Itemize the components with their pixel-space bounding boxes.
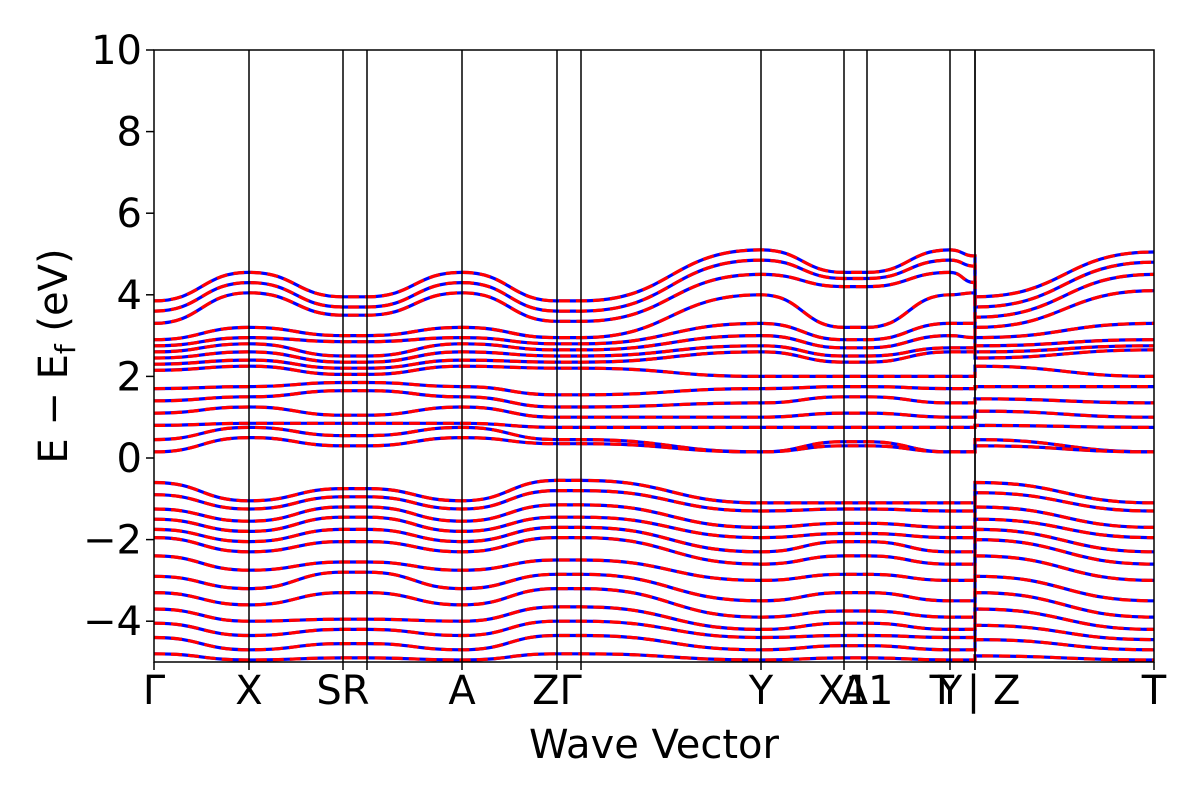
x-tick-label: Γ bbox=[143, 668, 166, 714]
x-axis-label: Wave Vector bbox=[529, 722, 780, 768]
plot-frame bbox=[153, 49, 1155, 663]
x-tick-label: Y bbox=[937, 668, 963, 714]
y-tick-label: 8 bbox=[117, 110, 142, 156]
x-tick-label: T | Z bbox=[929, 668, 1021, 714]
x-tick-label: A bbox=[448, 668, 476, 714]
y-axis-ticks: −4 −2 0 2 4 6 8 10 bbox=[83, 28, 154, 645]
y-tick-label: 4 bbox=[117, 273, 142, 319]
bands-layer bbox=[154, 248, 1154, 662]
x-tick-label: A1 bbox=[841, 668, 894, 714]
y-axis-label: E − Ef (eV) bbox=[31, 248, 82, 463]
y-tick-label: 2 bbox=[117, 354, 142, 400]
x-tick-label: Y bbox=[748, 668, 774, 714]
x-tick-label: ZΓ bbox=[532, 668, 582, 714]
x-tick-label: X bbox=[235, 668, 262, 714]
band-line-spin-down bbox=[154, 425, 1154, 454]
high-symmetry-lines bbox=[248, 50, 976, 662]
y-tick-label: 6 bbox=[117, 191, 142, 237]
x-tick-label: X1 bbox=[818, 668, 871, 714]
y-tick-label: −4 bbox=[83, 599, 142, 645]
band-line-spin-down bbox=[154, 633, 1154, 652]
y-tick-label: 0 bbox=[117, 436, 142, 482]
x-tick-label: SR bbox=[316, 668, 369, 714]
band-line-spin-up bbox=[154, 619, 1154, 642]
y-tick-label: 10 bbox=[91, 28, 142, 74]
y-tick-label: −2 bbox=[83, 518, 142, 564]
band-line-spin-up bbox=[154, 535, 1154, 566]
x-tick-label: T bbox=[1141, 668, 1167, 714]
band-line-spin-up bbox=[154, 633, 1154, 652]
